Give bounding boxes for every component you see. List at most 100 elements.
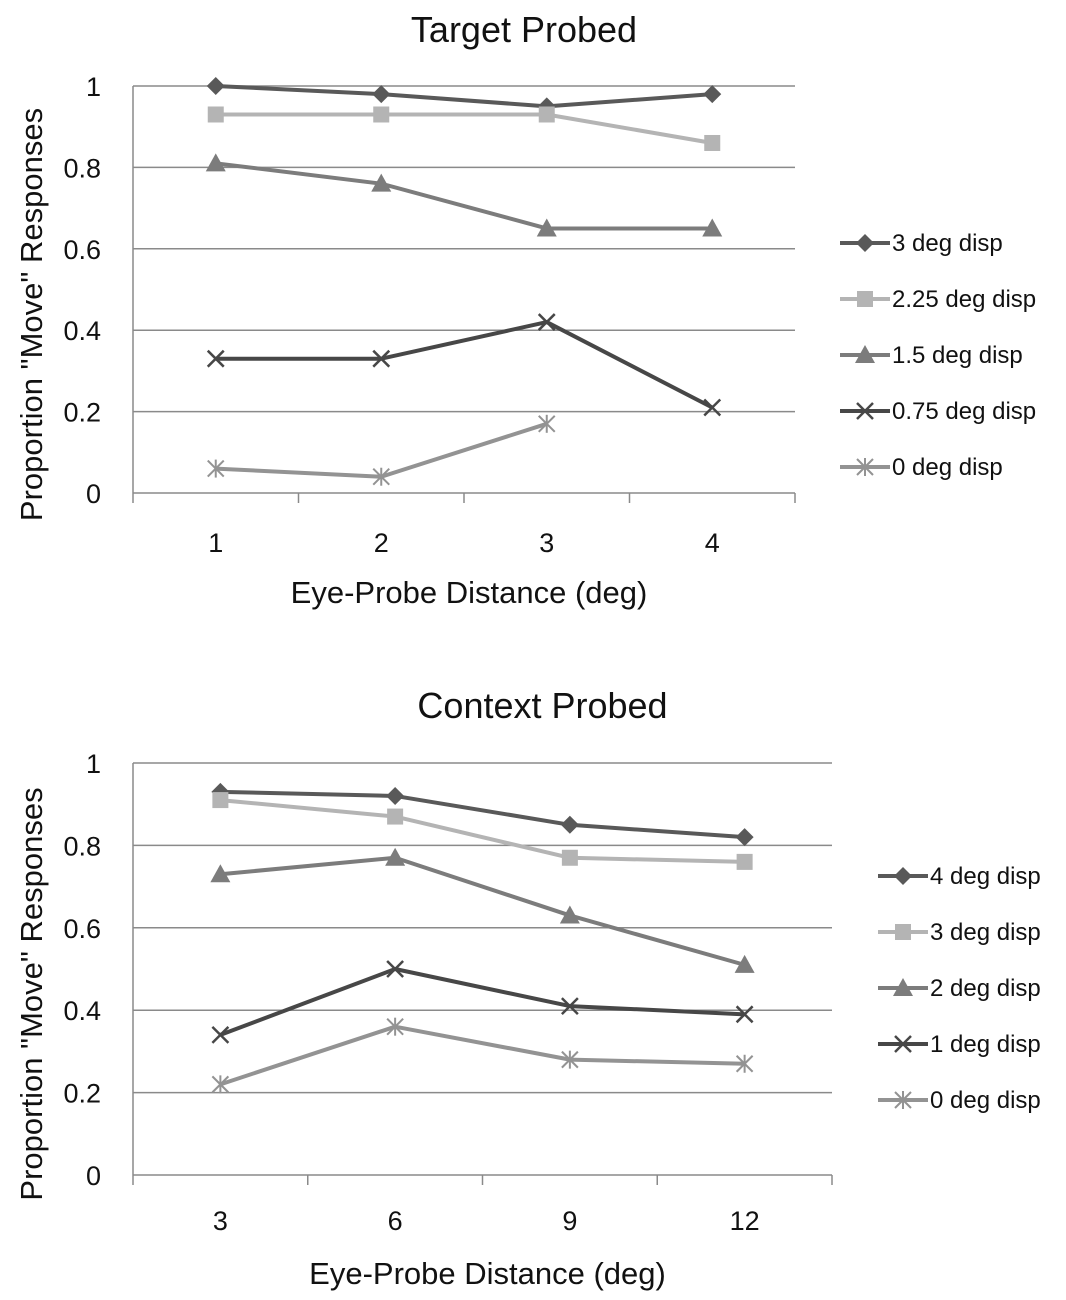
series-3 bbox=[210, 847, 755, 973]
y-tick-label: 0.6 bbox=[63, 235, 101, 265]
x-axis-label: Eye-Probe Distance (deg) bbox=[291, 575, 648, 610]
data-point bbox=[560, 997, 579, 1015]
data-point bbox=[538, 414, 556, 433]
series-5 bbox=[207, 414, 556, 486]
data-point bbox=[538, 106, 555, 123]
x-tick-label: 9 bbox=[562, 1206, 577, 1236]
y-tick-label: 0.8 bbox=[63, 831, 101, 861]
y-tick-label: 1 bbox=[86, 72, 101, 102]
data-point bbox=[373, 106, 390, 123]
series-line bbox=[219, 1024, 745, 1087]
y-axis-label: Proportion "Move" Responses bbox=[14, 108, 49, 521]
y-tick-label: 0.2 bbox=[63, 1079, 101, 1109]
x-tick-label: 3 bbox=[539, 528, 554, 558]
data-point bbox=[371, 173, 392, 192]
chart-2: Context Probed 0 0.2 0.4 0.6 0.8 1 3 6 9 12 Eye-Pro… bbox=[14, 685, 1041, 1291]
chart-1: Target Probed 0 0.2 0.4 0.6 0.8 1 1 2 3 4 Eye-Probe… bbox=[14, 9, 1036, 610]
y-tick-label: 0.8 bbox=[63, 153, 101, 183]
series-2 bbox=[212, 792, 753, 870]
legend-entry: 1.5 deg disp bbox=[840, 342, 1023, 369]
y-tick-label: 1 bbox=[86, 749, 101, 779]
x-tick-label: 4 bbox=[705, 528, 720, 558]
legend-label: 2.25 deg disp bbox=[892, 286, 1036, 313]
data-point bbox=[561, 849, 578, 866]
legend-entry: 0 deg disp bbox=[840, 454, 1003, 481]
data-point bbox=[734, 954, 755, 973]
data-point bbox=[212, 792, 229, 809]
x-tick-label: 2 bbox=[374, 528, 389, 558]
data-point bbox=[372, 85, 391, 104]
x-tick-label: 1 bbox=[208, 528, 223, 558]
y-axis-label: Proportion "Move" Responses bbox=[14, 787, 49, 1200]
series-line bbox=[220, 855, 746, 967]
series-4 bbox=[206, 313, 722, 417]
data-point bbox=[387, 808, 404, 825]
legend-label: 3 deg disp bbox=[892, 230, 1003, 257]
legend-entry: 1 deg disp bbox=[878, 1031, 1041, 1058]
data-point bbox=[385, 847, 406, 866]
x-axis-label: Eye-Probe Distance (deg) bbox=[309, 1256, 666, 1291]
legend-marker bbox=[894, 1035, 912, 1053]
data-point bbox=[536, 218, 557, 237]
legend-label: 0.75 deg disp bbox=[892, 398, 1036, 425]
y-tick-label: 0 bbox=[86, 1161, 101, 1191]
series-5 bbox=[211, 1017, 754, 1094]
legend-entry: 3 deg disp bbox=[878, 919, 1041, 946]
data-point bbox=[206, 77, 225, 95]
legend-label: 1.5 deg disp bbox=[892, 342, 1023, 369]
series-line bbox=[215, 84, 713, 109]
legend-marker bbox=[855, 345, 875, 363]
series-line bbox=[219, 967, 745, 1037]
data-point bbox=[561, 1050, 579, 1069]
legend-label: 4 deg disp bbox=[930, 863, 1041, 890]
series-2 bbox=[207, 106, 721, 151]
legend-entry: 0.75 deg disp bbox=[840, 398, 1036, 425]
legend-marker bbox=[857, 291, 873, 307]
data-point bbox=[704, 134, 721, 151]
series-1 bbox=[206, 77, 722, 116]
x-tick-label: 12 bbox=[730, 1206, 760, 1236]
y-tick-label: 0.4 bbox=[63, 996, 101, 1026]
data-point bbox=[560, 815, 579, 834]
series-line bbox=[220, 798, 745, 864]
data-point bbox=[703, 398, 722, 417]
series-4 bbox=[211, 960, 754, 1044]
legend-marker bbox=[894, 1091, 912, 1109]
series-line bbox=[215, 161, 713, 231]
data-point bbox=[207, 106, 224, 123]
legend-label: 0 deg disp bbox=[892, 454, 1003, 481]
legend-marker bbox=[894, 867, 912, 885]
series-line bbox=[220, 789, 745, 840]
legend-entry: 3 deg disp bbox=[840, 230, 1003, 257]
data-point bbox=[386, 1017, 404, 1036]
x-tick-label: 3 bbox=[213, 1206, 228, 1236]
series-3 bbox=[205, 153, 723, 237]
y-tick-label: 0.4 bbox=[63, 316, 101, 346]
data-point bbox=[210, 864, 231, 883]
data-point bbox=[702, 218, 723, 237]
data-point bbox=[703, 85, 722, 104]
legend-label: 1 deg disp bbox=[930, 1031, 1041, 1058]
chart-title: Context Probed bbox=[417, 685, 667, 726]
legend-label: 3 deg disp bbox=[930, 919, 1041, 946]
data-point bbox=[559, 905, 580, 924]
y-tick-label: 0.6 bbox=[63, 914, 101, 944]
legend-marker bbox=[856, 234, 874, 252]
y-tick-label: 0.2 bbox=[63, 398, 101, 428]
data-point bbox=[735, 1005, 754, 1024]
data-point bbox=[205, 153, 226, 172]
data-point bbox=[735, 828, 754, 847]
data-point bbox=[537, 313, 556, 331]
data-point bbox=[211, 1075, 230, 1094]
legend-marker bbox=[856, 402, 874, 420]
legend-entry: 0 deg disp bbox=[878, 1087, 1041, 1114]
data-point bbox=[372, 467, 390, 486]
chart-title: Target Probed bbox=[411, 9, 637, 50]
legend-marker bbox=[893, 978, 913, 996]
legend-label: 2 deg disp bbox=[930, 975, 1041, 1002]
legend-entry: 2 deg disp bbox=[878, 975, 1041, 1002]
legend-label: 0 deg disp bbox=[930, 1087, 1041, 1114]
legend-marker bbox=[895, 924, 911, 940]
